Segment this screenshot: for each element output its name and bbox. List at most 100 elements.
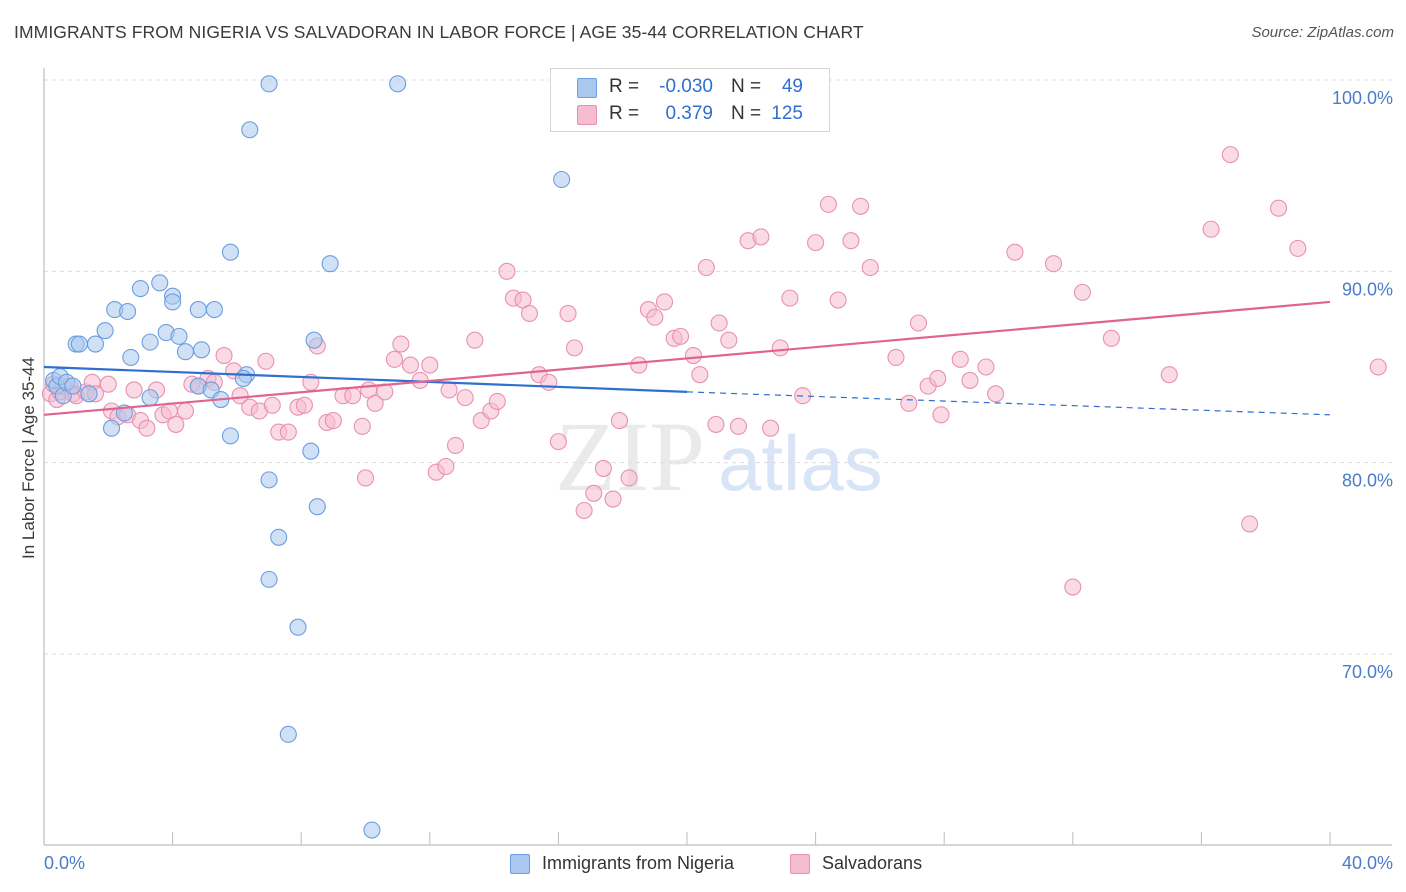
salvadorans-point bbox=[125, 381, 143, 399]
salvadorans-point bbox=[842, 232, 860, 250]
y-axis-label: In Labor Force | Age 35-44 bbox=[19, 357, 38, 559]
salvadorans-point bbox=[456, 389, 474, 407]
nigeria-point bbox=[141, 333, 159, 351]
salvadorans-point bbox=[977, 358, 995, 376]
salvadorans-point bbox=[697, 258, 715, 277]
nigeria-point bbox=[221, 243, 240, 261]
salvadorans-point bbox=[646, 308, 664, 326]
salvadorans-point bbox=[861, 258, 879, 277]
salvadorans-point bbox=[852, 197, 870, 215]
salvadorans-point bbox=[672, 327, 690, 345]
salvadorans-point bbox=[446, 436, 465, 454]
nigeria-point bbox=[151, 274, 169, 292]
salvadorans-point bbox=[437, 457, 455, 476]
salvadorans-point bbox=[710, 314, 728, 332]
salvadorans-point bbox=[987, 385, 1005, 403]
y-tick-label: 90.0% bbox=[1342, 279, 1393, 299]
salvadorans-point bbox=[961, 371, 979, 389]
salvadorans-point bbox=[1369, 358, 1387, 376]
salvadorans-point bbox=[540, 373, 558, 391]
legend-row-nigeria: R = -0.030 N = 49 bbox=[551, 74, 829, 100]
nigeria-point bbox=[96, 322, 114, 340]
nigeria-point bbox=[234, 369, 252, 388]
nigeria-point bbox=[289, 618, 307, 636]
nigeria-point bbox=[122, 348, 140, 366]
salvadorans-point bbox=[138, 419, 156, 437]
legend-swatch-blue bbox=[577, 78, 597, 98]
nigeria-point bbox=[260, 570, 278, 588]
y-tick-label: 70.0% bbox=[1342, 662, 1393, 682]
bottom-legend-label: Salvadorans bbox=[822, 853, 923, 873]
salvadorans-point bbox=[99, 375, 117, 393]
salvadorans-point bbox=[295, 396, 313, 414]
salvadorans-point bbox=[1064, 578, 1082, 596]
salvadorans-point bbox=[684, 346, 702, 365]
chart-title: IMMIGRANTS FROM NIGERIA VS SALVADORAN IN… bbox=[14, 22, 864, 42]
salvadorans-point bbox=[1241, 515, 1259, 533]
nigeria-point bbox=[270, 528, 288, 546]
salvadorans-point bbox=[887, 348, 905, 366]
nigeria-point bbox=[363, 821, 381, 839]
nigeria-point bbox=[192, 341, 211, 359]
nigeria-points bbox=[45, 75, 571, 839]
salvadorans-point bbox=[344, 387, 362, 405]
y-tick-labels: 70.0% 80.0% 90.0% 100.0% bbox=[1332, 88, 1393, 682]
salvadorans-point bbox=[1073, 283, 1091, 301]
salvadorans-point bbox=[771, 339, 789, 357]
nigeria-point bbox=[102, 419, 121, 437]
nigeria-point bbox=[302, 442, 320, 460]
nigeria-point bbox=[321, 255, 339, 273]
legend-row-salvadorans: R = 0.379 N = 125 bbox=[551, 101, 829, 127]
salvadorans-point bbox=[707, 415, 725, 433]
salvadorans-point bbox=[176, 402, 195, 420]
salvadorans-point bbox=[488, 392, 506, 410]
axes bbox=[43, 68, 1392, 846]
nigeria-point bbox=[176, 343, 195, 361]
nigeria-point bbox=[221, 427, 240, 445]
nigeria-point bbox=[164, 293, 182, 311]
nigeria-point bbox=[70, 335, 88, 353]
salvadorans-point bbox=[215, 346, 233, 365]
salvadorans-point bbox=[1102, 329, 1120, 347]
legend-n-value: 125 bbox=[771, 103, 803, 124]
salvadorans-point bbox=[900, 394, 918, 412]
x-tick-label: 0.0% bbox=[44, 853, 85, 873]
salvadorans-point bbox=[324, 412, 342, 430]
salvadorans-point bbox=[720, 331, 738, 349]
salvadorans-point bbox=[279, 423, 297, 441]
salvadorans-point bbox=[401, 356, 420, 374]
salvadorans-point bbox=[1221, 146, 1239, 164]
salvadorans-point bbox=[356, 469, 375, 487]
nigeria-point bbox=[170, 327, 188, 345]
salvadorans-point bbox=[1044, 255, 1063, 273]
bottom-legend-swatch-blue bbox=[510, 854, 530, 874]
salvadorans-point bbox=[807, 234, 825, 252]
salvadorans-point bbox=[620, 469, 638, 487]
salvadorans-point bbox=[565, 339, 584, 357]
salvadorans-point bbox=[909, 314, 928, 332]
nigeria-point bbox=[80, 385, 98, 403]
salvadorans-point bbox=[257, 352, 275, 370]
salvadorans-point bbox=[819, 195, 838, 213]
legend-n-label: N = bbox=[731, 76, 762, 97]
nigeria-trend-extension bbox=[686, 391, 1331, 416]
y-tick-label: 80.0% bbox=[1342, 471, 1393, 491]
salvadorans-point bbox=[691, 366, 709, 384]
source-label: Source: ZipAtlas.com bbox=[1251, 24, 1394, 41]
salvadorans-point bbox=[366, 394, 384, 412]
nigeria-point bbox=[553, 170, 571, 189]
salvadorans-point bbox=[655, 293, 674, 311]
salvadorans-point bbox=[781, 289, 799, 307]
salvadorans-point bbox=[1006, 243, 1024, 261]
salvadorans-point bbox=[752, 228, 770, 246]
nigeria-point bbox=[64, 377, 82, 395]
salvadorans-points bbox=[41, 146, 1387, 596]
salvadorans-point bbox=[610, 412, 629, 430]
legend-r-label: R = bbox=[609, 103, 640, 124]
salvadorans-point bbox=[466, 331, 484, 349]
salvadorans-point bbox=[385, 350, 403, 368]
salvadorans-point bbox=[762, 419, 780, 437]
nigeria-point bbox=[260, 471, 278, 489]
bottom-legend-label: Immigrants from Nigeria bbox=[542, 853, 735, 873]
